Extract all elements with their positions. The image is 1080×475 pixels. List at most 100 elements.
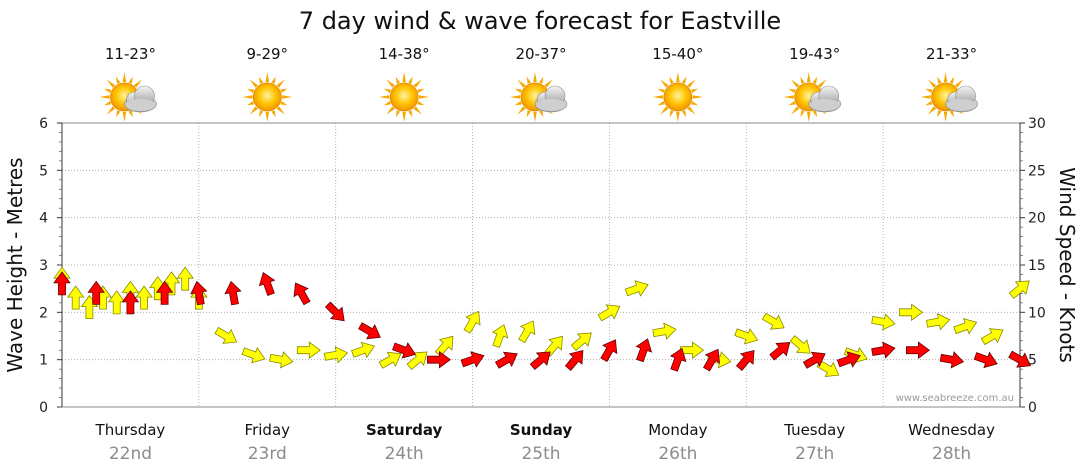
- day-labels: Thursday 22nd Friday 23rd Saturday 24th Sunday…: [95, 421, 996, 464]
- arrow-marker: [761, 312, 785, 330]
- right-axis-tick-label: 10: [1028, 305, 1046, 321]
- right-axis: 0 5 10 15 20 25 30: [1019, 116, 1046, 416]
- day-temperature: 14-38°: [379, 45, 430, 63]
- partly-cloudy-icon: [783, 72, 842, 122]
- arrow-marker: [494, 351, 518, 369]
- right-axis-tick-label: 30: [1028, 116, 1046, 132]
- right-axis-tick-label: 20: [1028, 211, 1046, 227]
- arrow-marker: [597, 304, 621, 322]
- arrow-marker: [460, 351, 485, 368]
- arrow-marker: [600, 339, 618, 363]
- partly-cloudy-icon: [510, 72, 568, 122]
- arrow-marker: [906, 341, 931, 359]
- day-date-label: 23rd: [248, 444, 287, 464]
- arrow-marker: [529, 351, 551, 371]
- arrow-marker: [176, 266, 194, 291]
- arrow-marker: [669, 347, 687, 372]
- arrow-marker: [296, 341, 321, 359]
- arrow-marker: [66, 285, 85, 310]
- chart-title: 7 day wind & wave forecast for Eastville: [299, 7, 781, 35]
- arrow-marker: [735, 349, 755, 371]
- partly-cloudy-icon: [99, 72, 157, 122]
- left-axis-tick-label: 1: [39, 353, 48, 369]
- arrow-marker: [652, 322, 677, 340]
- arrow-marker: [925, 313, 951, 331]
- wind-series: [53, 271, 1031, 372]
- arrow-marker: [564, 349, 584, 371]
- day-temperature: 21-33°: [926, 45, 977, 63]
- left-axis-tick-label: 3: [39, 258, 48, 274]
- left-axis: 0 1 2 3 4 5 6: [39, 116, 63, 416]
- day-date-label: 27th: [795, 444, 834, 464]
- arrow-marker: [802, 351, 826, 369]
- arrow-marker: [190, 280, 208, 306]
- day-name-label: Thursday: [95, 421, 166, 439]
- arrow-marker: [121, 290, 140, 315]
- arrow-marker: [570, 332, 592, 352]
- arrow-marker: [269, 351, 294, 369]
- grid: [62, 123, 1020, 407]
- arrow-marker: [939, 351, 965, 369]
- arrow-marker: [426, 350, 452, 369]
- day-date-label: 24th: [385, 444, 424, 464]
- day-temperature: 9-29°: [247, 45, 289, 63]
- day-temperature: 20-37°: [515, 45, 566, 63]
- day-date-label: 22nd: [109, 444, 152, 464]
- arrow-marker: [953, 318, 978, 335]
- left-axis-tick-label: 4: [39, 211, 48, 227]
- day-name-label: Saturday: [366, 421, 443, 439]
- sun-icon: [652, 72, 703, 122]
- arrow-marker: [434, 335, 454, 357]
- arrow-marker: [789, 335, 811, 354]
- right-axis-tick-label: 25: [1028, 163, 1046, 179]
- arrow-marker: [871, 313, 896, 331]
- arrow-marker: [358, 322, 381, 340]
- arrow-marker: [973, 351, 998, 369]
- y-axis-label-right: Wind Speed - Knots: [1055, 167, 1079, 363]
- arrow-marker: [323, 346, 349, 364]
- day-temperature: 11-23°: [105, 45, 156, 63]
- right-axis-tick-label: 0: [1028, 400, 1037, 416]
- left-axis-tick-label: 0: [39, 400, 48, 416]
- partly-cloudy-icon: [920, 72, 978, 122]
- arrow-marker: [769, 342, 791, 361]
- arrow-marker: [324, 301, 345, 322]
- y-axis-label-left: Wave Height - Metres: [3, 157, 27, 372]
- arrow-marker: [214, 326, 238, 344]
- arrow-marker: [378, 351, 402, 369]
- arrow-marker: [980, 328, 1004, 346]
- arrow-marker: [135, 285, 153, 310]
- arrow-marker: [224, 280, 242, 306]
- right-axis-tick-label: 15: [1028, 258, 1046, 274]
- arrow-marker: [871, 341, 896, 359]
- arrow-marker: [899, 303, 924, 322]
- arrow-marker: [1008, 350, 1031, 368]
- left-axis-tick-label: 6: [39, 116, 48, 132]
- day-date-label: 26th: [658, 444, 697, 464]
- arrow-marker: [392, 342, 417, 359]
- day-name-label: Monday: [648, 421, 707, 439]
- day-temperature: 19-43°: [789, 45, 840, 63]
- arrow-marker: [155, 280, 174, 305]
- arrow-marker: [518, 320, 536, 344]
- arrow-marker: [703, 348, 721, 372]
- sun-icon: [379, 72, 430, 122]
- arrow-marker: [293, 282, 311, 306]
- arrow-marker: [241, 346, 266, 364]
- arrow-marker: [624, 280, 649, 297]
- weather-row: 11-23° 9-29° 14-38° 20-37° 15-40° 19-43° 21-33…: [99, 45, 978, 122]
- day-date-label: 28th: [932, 444, 971, 464]
- day-name-label: Friday: [245, 421, 291, 439]
- arrow-marker: [1008, 280, 1030, 300]
- day-name-label: Wednesday: [908, 421, 995, 439]
- day-date-label: 25th: [521, 444, 560, 464]
- left-axis-tick-label: 5: [39, 163, 48, 179]
- day-name-label: Tuesday: [783, 421, 845, 439]
- wave-series: [53, 266, 1030, 378]
- arrow-marker: [734, 327, 759, 345]
- arrow-marker: [87, 280, 105, 305]
- arrow-marker: [463, 310, 481, 334]
- arrow-marker: [635, 338, 653, 363]
- sun-icon: [242, 72, 293, 122]
